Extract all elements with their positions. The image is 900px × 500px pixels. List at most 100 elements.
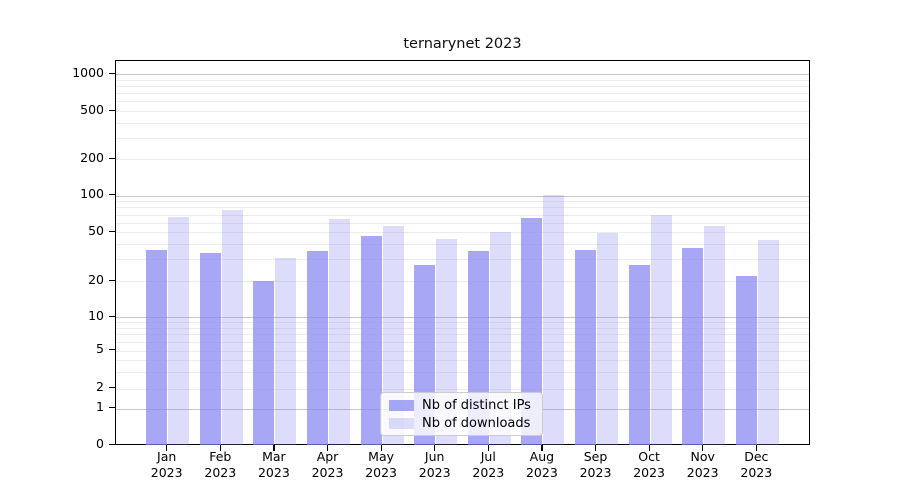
x-tick: [702, 445, 704, 451]
x-tick-label: Apr 2023: [298, 449, 358, 480]
x-tick: [755, 445, 757, 451]
plot-area: [115, 60, 810, 445]
bar-distinct-ips-apr: [306, 251, 329, 445]
gridline-minor: [116, 371, 809, 373]
y-tick-label: 0: [96, 435, 104, 451]
x-tick-label: Nov 2023: [673, 449, 733, 480]
y-tick: [108, 407, 115, 409]
x-tick: [326, 445, 329, 451]
gridline-minor: [116, 111, 809, 113]
gridline-major: [116, 74, 809, 76]
y-tick-label: 5: [96, 341, 104, 356]
gridline-minor: [116, 244, 809, 246]
y-tick: [108, 72, 115, 75]
bar-distinct-ips-feb: [199, 252, 221, 445]
bar-distinct-ips-nov: [682, 248, 704, 445]
bar-downloads-nov: [704, 226, 726, 445]
x-tick-label: Jun 2023: [405, 449, 465, 480]
bar-downloads-apr: [328, 219, 351, 445]
gridline-minor: [116, 207, 809, 209]
legend-label-distinct-ips: Nb of distinct IPs: [422, 397, 531, 413]
bar-distinct-ips-jan: [146, 249, 168, 445]
x-tick-label: Mar 2023: [244, 449, 304, 480]
y-tick: [108, 230, 115, 233]
bar-downloads-feb: [221, 210, 243, 445]
x-tick: [648, 445, 650, 451]
y-tick: [108, 443, 115, 446]
x-tick: [380, 445, 382, 451]
x-tick-label-year: 2023: [686, 464, 719, 480]
x-tick: [219, 445, 221, 451]
y-tick-label: 10: [88, 307, 104, 323]
gridline-minor: [116, 159, 809, 161]
y-tick: [108, 194, 115, 196]
x-tick-label-year: 2023: [365, 464, 397, 480]
bar-downloads-dec: [757, 240, 779, 445]
y-tick-label: 20: [88, 271, 104, 287]
bar-downloads-jan: [168, 216, 190, 445]
legend: Nb of distinct IPs Nb of downloads: [380, 392, 543, 436]
x-tick-label: May 2023: [351, 449, 411, 480]
x-tick-label: Oct 2023: [619, 449, 679, 480]
gridline-minor: [116, 222, 809, 224]
bar-distinct-ips-sep: [574, 249, 597, 445]
y-tick-label: 50: [88, 222, 104, 238]
y-tick-label: 2: [96, 379, 104, 395]
bar-distinct-ips-dec: [735, 275, 757, 445]
y-tick-label: 1000: [72, 64, 104, 80]
chart-title: ternarynet 2023: [403, 36, 522, 52]
gridline-minor: [116, 93, 809, 95]
x-tick-label-year: 2023: [204, 464, 237, 480]
legend-swatch-downloads: [389, 417, 414, 429]
bar-downloads-jul: [489, 232, 511, 445]
gridline-minor: [116, 101, 809, 103]
x-tick-label-year: 2023: [311, 464, 344, 480]
bar-downloads-aug: [543, 194, 565, 445]
x-tick-label-year: 2023: [740, 464, 773, 480]
x-tick-label: Jul 2023: [458, 449, 518, 480]
gridline-minor: [116, 214, 809, 216]
x-tick: [273, 445, 275, 451]
y-tick: [108, 315, 115, 317]
x-tick-label: Sep 2023: [566, 449, 626, 480]
legend-item-distinct-ips: Nb of distinct IPs: [389, 398, 534, 413]
gridline-minor: [116, 201, 809, 203]
x-tick-label-year: 2023: [150, 464, 183, 480]
bar-downloads-mar: [275, 257, 297, 445]
y-tick-label: 1: [96, 399, 104, 415]
gridline-minor: [116, 322, 809, 324]
y-tick: [108, 109, 115, 111]
bar-distinct-ips-mar: [253, 281, 275, 445]
x-tick: [594, 445, 597, 451]
x-tick-label-year: 2023: [472, 464, 505, 480]
x-tick-label: Feb 2023: [190, 449, 250, 480]
bar-distinct-ips-aug: [521, 217, 543, 445]
y-tick: [108, 349, 115, 351]
x-tick-label-year: 2023: [525, 464, 558, 480]
legend-label-downloads: Nb of downloads: [422, 415, 531, 431]
x-tick: [541, 445, 543, 451]
x-tick-label-year: 2023: [579, 464, 612, 480]
x-tick: [487, 445, 489, 451]
gridline-minor: [116, 137, 809, 139]
y-tick-label: 200: [80, 149, 104, 165]
bar-distinct-ips-oct: [628, 265, 650, 445]
gridline-major: [116, 195, 809, 197]
bar-downloads-sep: [596, 233, 619, 445]
x-tick-label-year: 2023: [633, 464, 665, 480]
gridline-minor: [116, 327, 809, 329]
legend-item-downloads: Nb of downloads: [389, 416, 534, 431]
bar-distinct-ips-may: [360, 235, 382, 445]
gridline-minor: [116, 388, 809, 390]
bar-downloads-may: [382, 226, 404, 445]
y-tick-label: 500: [80, 101, 104, 117]
y-tick: [108, 279, 115, 281]
x-tick-label-year: 2023: [418, 464, 451, 480]
y-tick-label: 100: [80, 186, 104, 202]
x-tick-label: Jan 2023: [137, 449, 197, 480]
x-tick-label: Dec 2023: [726, 449, 786, 480]
legend-swatch-distinct-ips: [389, 399, 414, 411]
x-tick: [166, 445, 168, 451]
x-tick: [434, 445, 436, 451]
gridline-minor: [116, 281, 809, 282]
